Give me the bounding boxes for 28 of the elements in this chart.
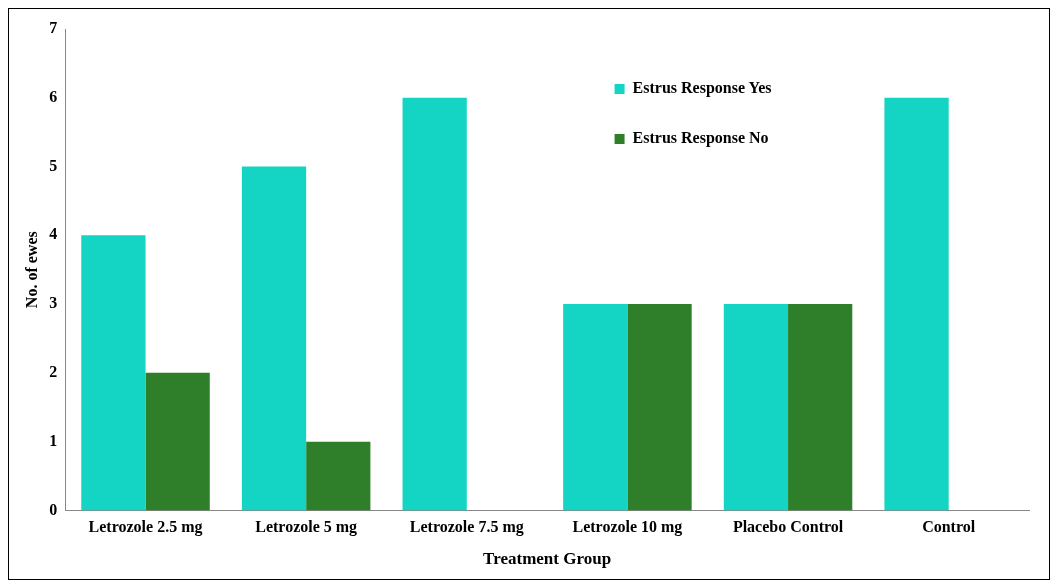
bar — [723, 304, 789, 511]
y-tick-label: 5 — [49, 156, 58, 174]
y-axis-title: No. of ewes — [22, 231, 40, 309]
legend-label: Estrus Response Yes — [632, 79, 772, 98]
legend-label: Estrus Response No — [632, 129, 769, 148]
y-tick-label: 2 — [49, 363, 58, 380]
y-tick-label: 4 — [49, 225, 58, 243]
y-tick-label: 3 — [49, 294, 58, 312]
bar — [627, 304, 692, 511]
bar — [145, 372, 210, 511]
bar — [306, 441, 371, 511]
x-tick-label: Letrozole 10 mg — [572, 518, 683, 537]
y-tick-label: 7 — [49, 19, 58, 37]
bar — [241, 166, 307, 511]
bar — [81, 235, 146, 511]
bar — [884, 97, 949, 511]
x-tick-label: Letrozole 5 mg — [255, 518, 358, 537]
x-tick-label: Placebo Control — [732, 518, 844, 536]
x-tick-label: Control — [922, 518, 976, 536]
x-axis-title: Treatment Group — [483, 549, 612, 569]
y-tick-label: 0 — [49, 500, 58, 518]
x-tick-label: Letrozole 7.5 mg — [409, 518, 524, 537]
y-tick-label: 6 — [49, 87, 58, 105]
y-tick-label: 1 — [49, 431, 58, 449]
bar — [402, 97, 467, 511]
bar — [563, 304, 628, 511]
bar — [788, 304, 853, 511]
x-tick-label: Letrozole 2.5 mg — [88, 518, 203, 537]
